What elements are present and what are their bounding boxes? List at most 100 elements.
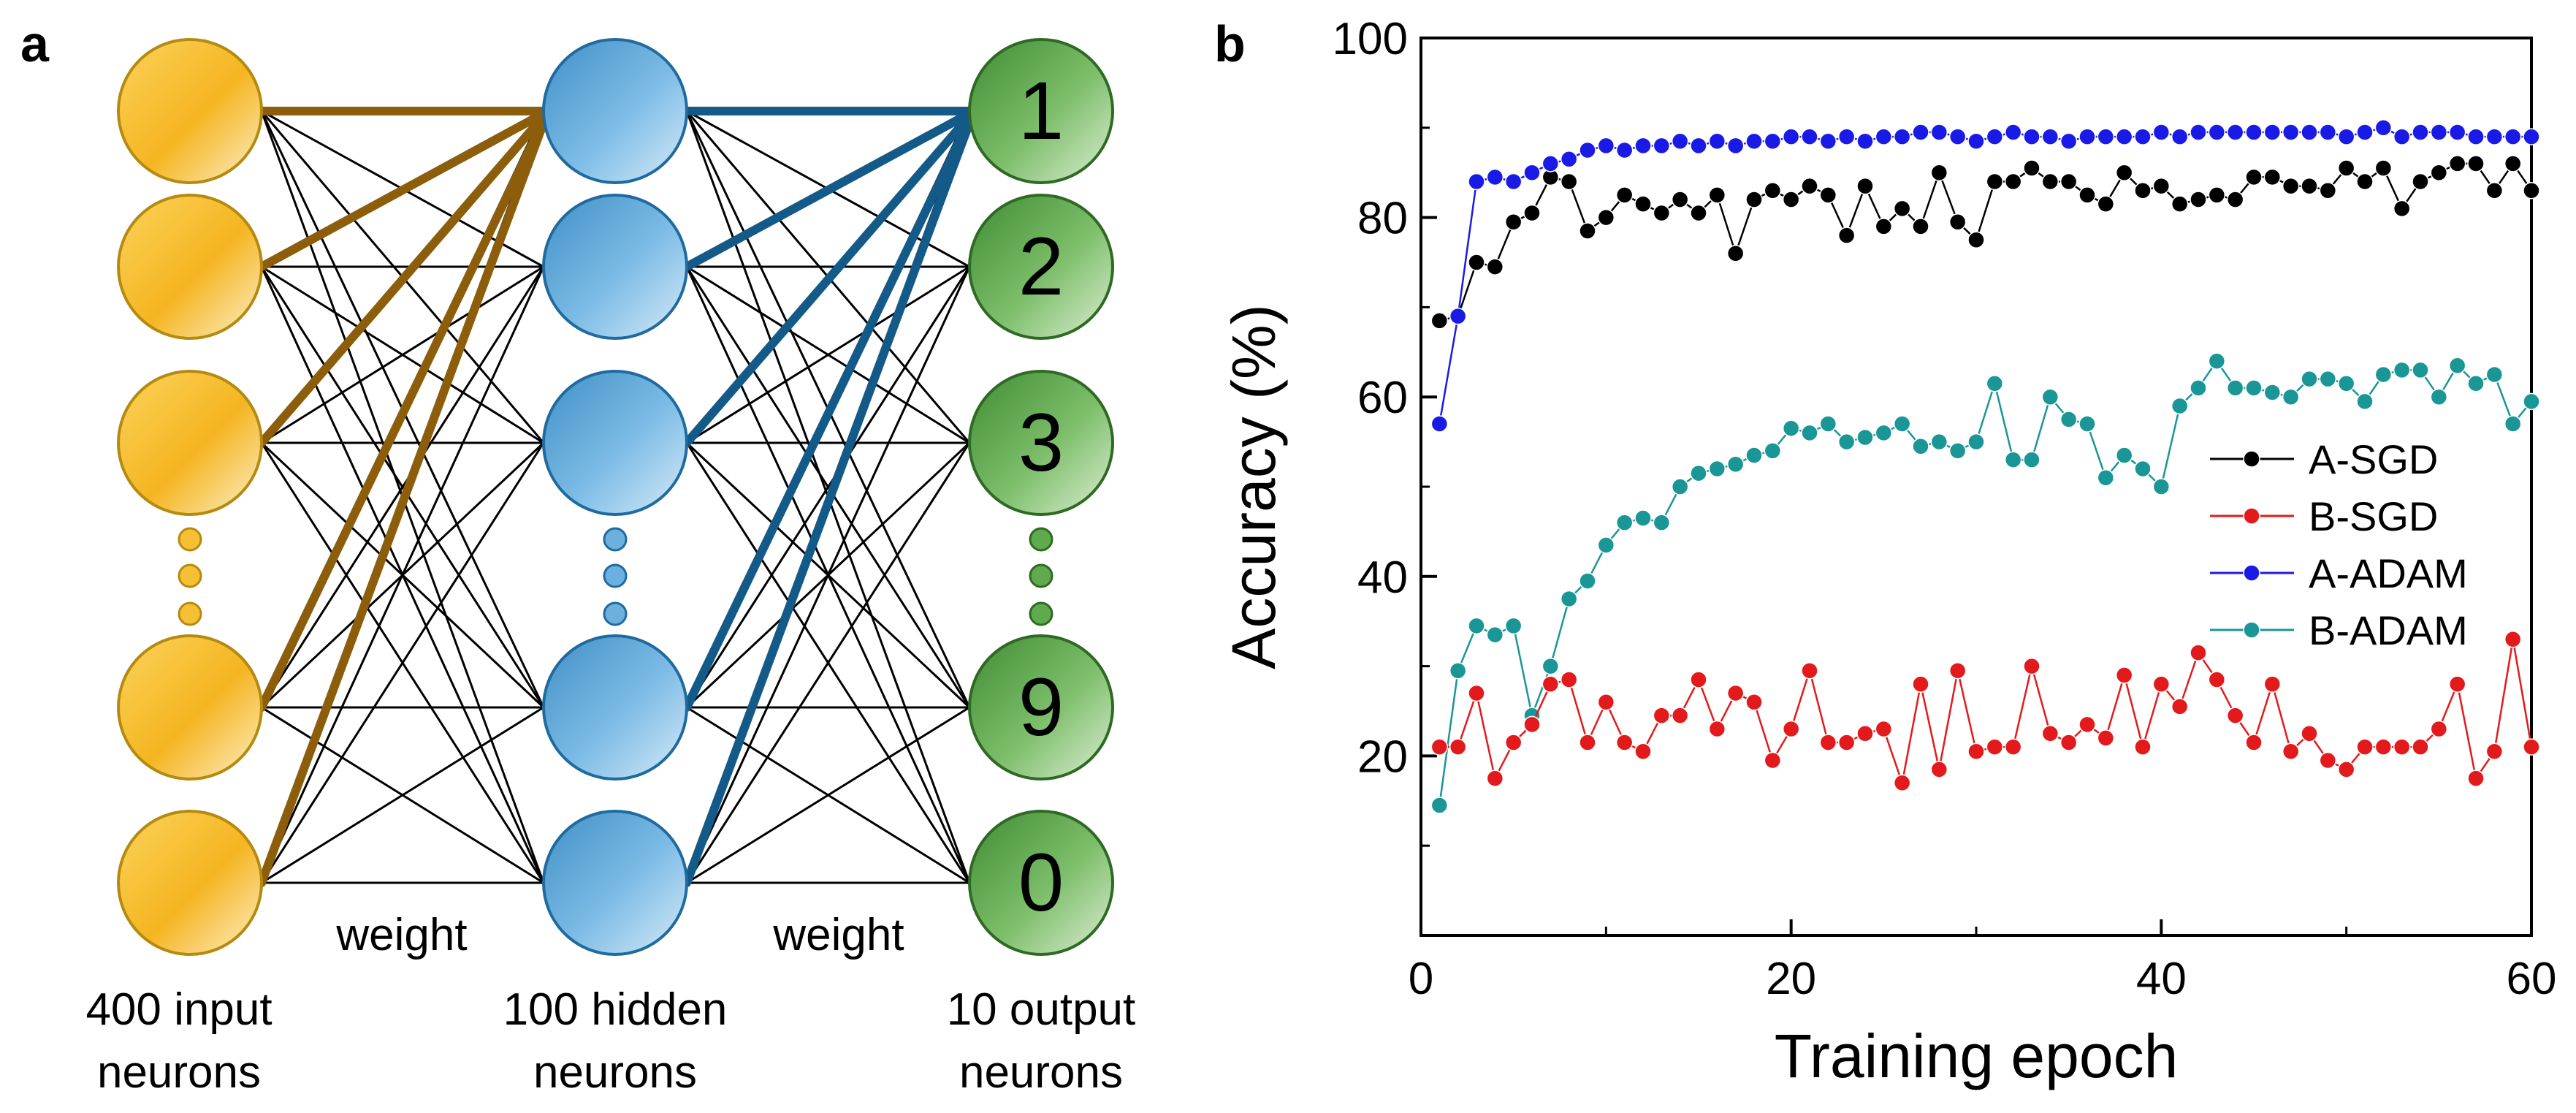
data-point-a-adam <box>1653 137 1671 155</box>
data-point-b-sgd <box>2115 666 2133 684</box>
ellipsis-dot <box>178 601 202 626</box>
data-point-a-adam <box>2041 128 2059 145</box>
data-point-b-adam <box>2448 357 2466 374</box>
data-point-a-sgd <box>1875 218 1893 235</box>
data-point-a-sgd <box>1486 258 1504 276</box>
data-point-a-sgd <box>2430 164 2448 181</box>
data-point-a-adam <box>1875 128 1893 145</box>
data-point-a-sgd <box>2301 177 2318 195</box>
data-point-a-sgd <box>2152 177 2171 195</box>
data-point-b-adam <box>1726 455 1745 474</box>
data-point-a-sgd <box>2374 159 2393 177</box>
x-tick-label: 60 <box>2507 954 2557 1004</box>
data-point-b-adam <box>1948 442 1967 460</box>
data-point-b-sgd <box>1653 707 1671 724</box>
data-point-a-sgd <box>1579 222 1596 240</box>
y-tick-label: 20 <box>1357 732 1408 782</box>
output-neuron-label: 3 <box>1018 397 1064 488</box>
weight-edge <box>260 266 545 708</box>
data-point-b-sgd <box>2374 738 2393 756</box>
data-point-a-sgd <box>2282 177 2300 195</box>
legend-label: A-ADAM <box>2309 550 2468 596</box>
data-point-a-adam <box>1819 132 1837 150</box>
hidden-neuron <box>542 634 688 780</box>
data-point-b-sgd <box>1856 724 1874 742</box>
data-point-b-sgd <box>2356 738 2374 756</box>
x-tick-label: 0 <box>1409 954 1433 1004</box>
highlighted-weight-edge <box>682 107 978 712</box>
data-point-a-sgd <box>1726 244 1745 262</box>
y-tick-label: 100 <box>1333 14 1408 64</box>
data-point-a-adam <box>2319 124 2337 141</box>
series-line-b-sgd <box>1439 639 2533 787</box>
data-point-a-sgd <box>1782 191 1800 208</box>
data-point-a-sgd <box>1468 254 1485 271</box>
x-tick-label: 20 <box>1766 954 1816 1004</box>
weight-edge <box>261 265 544 444</box>
data-point-a-adam <box>2523 128 2540 145</box>
data-point-a-adam <box>1430 415 1449 433</box>
ellipsis-dot <box>603 563 628 588</box>
data-point-a-adam <box>1634 137 1652 155</box>
series-a-adam <box>1430 119 2540 433</box>
data-point-a-sgd <box>1912 218 1929 235</box>
output-caption-line1: 10 output <box>947 984 1136 1035</box>
weight-edge <box>685 266 971 884</box>
data-point-a-adam <box>2485 128 2504 145</box>
data-point-a-adam <box>1782 128 1800 145</box>
data-point-b-sgd <box>2004 738 2022 756</box>
output-neuron-label: 0 <box>1018 837 1064 928</box>
data-point-b-sgd <box>1745 693 1763 711</box>
data-point-b-sgd <box>1671 707 1689 724</box>
data-point-b-adam <box>1930 433 1948 451</box>
data-point-b-adam <box>2115 447 2133 464</box>
y-tick-label: 40 <box>1357 552 1408 603</box>
ellipsis-dot <box>1029 563 1053 588</box>
output-neuron <box>968 634 1114 780</box>
data-point-b-sgd <box>2152 675 2171 693</box>
data-point-a-sgd <box>1856 177 1874 195</box>
data-point-a-sgd <box>1745 191 1763 208</box>
legend-marker <box>2243 507 2260 525</box>
data-point-b-adam <box>1468 617 1485 635</box>
data-point-a-adam <box>2467 128 2485 145</box>
data-point-a-adam <box>1764 132 1782 150</box>
weight-label-2: weight <box>772 910 904 960</box>
data-point-a-sgd <box>2134 182 2152 200</box>
input-neuron <box>117 810 263 956</box>
ellipsis-dot <box>1029 601 1053 626</box>
data-point-a-adam <box>1930 124 1948 141</box>
data-point-a-adam <box>1837 128 1856 145</box>
data-point-a-adam <box>2337 128 2355 145</box>
data-point-b-adam <box>1893 415 1911 433</box>
data-point-b-sgd <box>2190 644 2207 661</box>
data-point-a-sgd <box>2393 200 2411 218</box>
data-point-b-adam <box>1449 661 1467 680</box>
data-point-b-sgd <box>1486 770 1504 787</box>
data-point-b-sgd <box>1708 720 1726 738</box>
data-point-b-sgd <box>1579 734 1596 751</box>
data-point-b-sgd <box>2226 707 2244 724</box>
data-point-b-adam <box>2393 361 2411 379</box>
data-point-a-adam <box>1579 141 1596 159</box>
data-point-a-adam <box>2078 128 2096 145</box>
data-point-a-sgd <box>1523 204 1541 222</box>
output-neuron <box>968 194 1114 340</box>
data-point-a-adam <box>1948 128 1967 145</box>
data-point-a-adam <box>1856 132 1874 150</box>
input-neuron <box>117 194 263 340</box>
data-point-a-sgd <box>1948 213 1967 231</box>
data-point-b-adam <box>1504 617 1523 635</box>
data-point-a-sgd <box>2097 195 2115 213</box>
data-point-a-sgd <box>1708 186 1726 204</box>
data-point-b-adam <box>1912 437 1929 455</box>
data-point-b-sgd <box>1597 693 1615 711</box>
data-point-b-adam <box>2504 415 2522 433</box>
panel-a-label: a <box>20 15 50 72</box>
data-point-a-sgd <box>1597 208 1615 227</box>
ellipsis-dot <box>1029 527 1053 552</box>
data-point-a-adam <box>2152 124 2171 141</box>
data-point-b-adam <box>2226 379 2244 397</box>
input-neuron <box>117 370 263 516</box>
series-b-sgd <box>1430 631 2540 791</box>
